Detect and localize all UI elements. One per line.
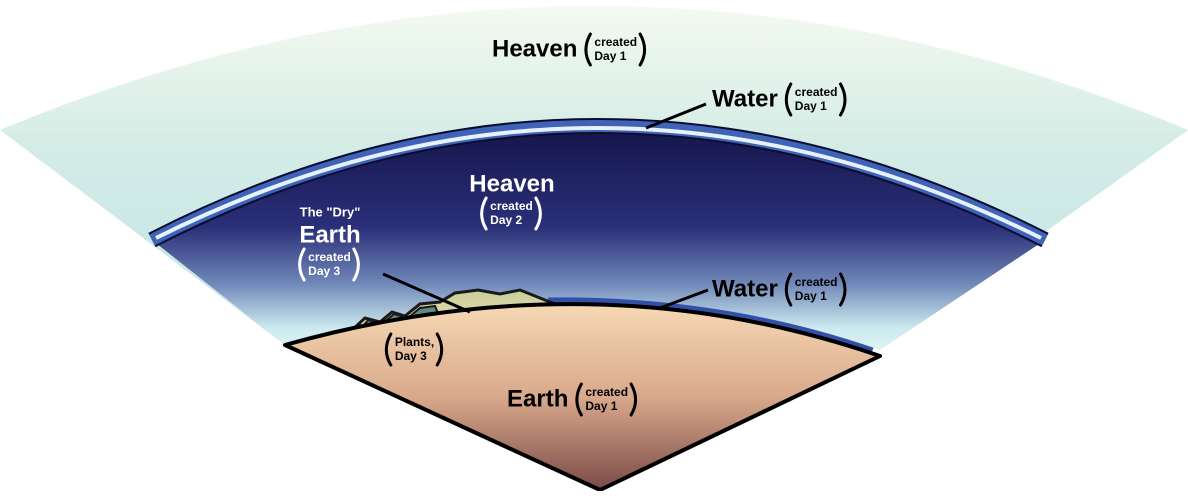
label-pre: The "Dry" [300,204,361,219]
label-main: Earth [507,385,568,412]
note-text: Day 1 [795,99,827,113]
note-text: created [585,385,628,399]
note-text: Day 1 [795,289,827,303]
label-main: Water [712,85,778,112]
note-text: Day 1 [594,49,626,63]
note-text: Day 3 [395,349,427,363]
earth [285,304,880,490]
label-main: Heaven [492,35,577,62]
note-text: created [308,250,351,264]
note-text: Plants, [395,335,434,349]
label-main: Water [712,275,778,302]
note-text: created [594,35,637,49]
creation-diagram: HeavencreatedDay 1WatercreatedDay 1Heave… [0,0,1188,491]
note-text: created [795,275,838,289]
label-main: Earth [299,221,360,248]
note-text: created [795,85,838,99]
note-text: Day 3 [308,264,340,278]
note-text: Day 1 [585,399,617,413]
label-main: Heaven [469,170,554,197]
note-text: Day 2 [490,213,522,227]
note-text: created [490,199,533,213]
